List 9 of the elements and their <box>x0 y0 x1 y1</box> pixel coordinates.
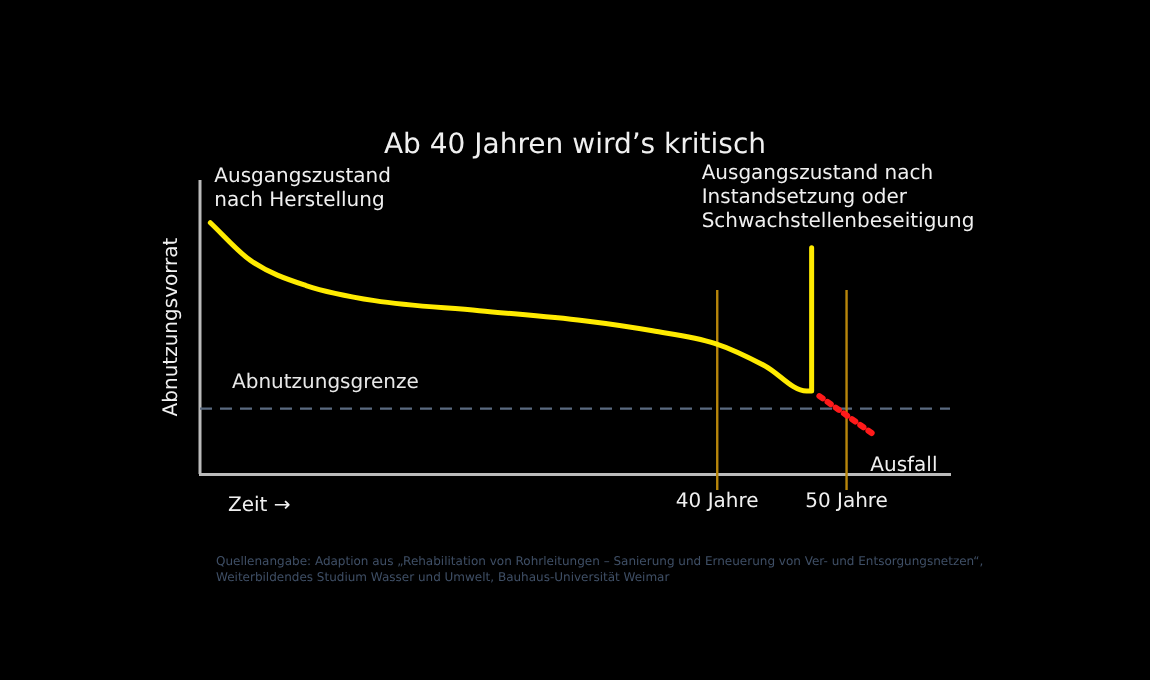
x-tick-label: 40 Jahre <box>675 491 759 514</box>
annotation: Ausfall <box>870 455 938 478</box>
annotation: Ausgangszustand nach Instandsetzung oder Schwachstellenbeseitigung <box>701 163 975 234</box>
x-tick-label: 50 Jahre <box>805 491 888 514</box>
ref-line-label: Abnutzungsgrenze <box>232 371 419 394</box>
x-axis-title: Zeit → <box>228 495 291 518</box>
annotation: Ausgangszustand nach Herstellung <box>214 165 391 212</box>
chart-title: Ab 40 Jahren wird’s kritisch <box>383 129 767 162</box>
y-axis-title: Abnutzungsvorrat <box>161 237 184 417</box>
